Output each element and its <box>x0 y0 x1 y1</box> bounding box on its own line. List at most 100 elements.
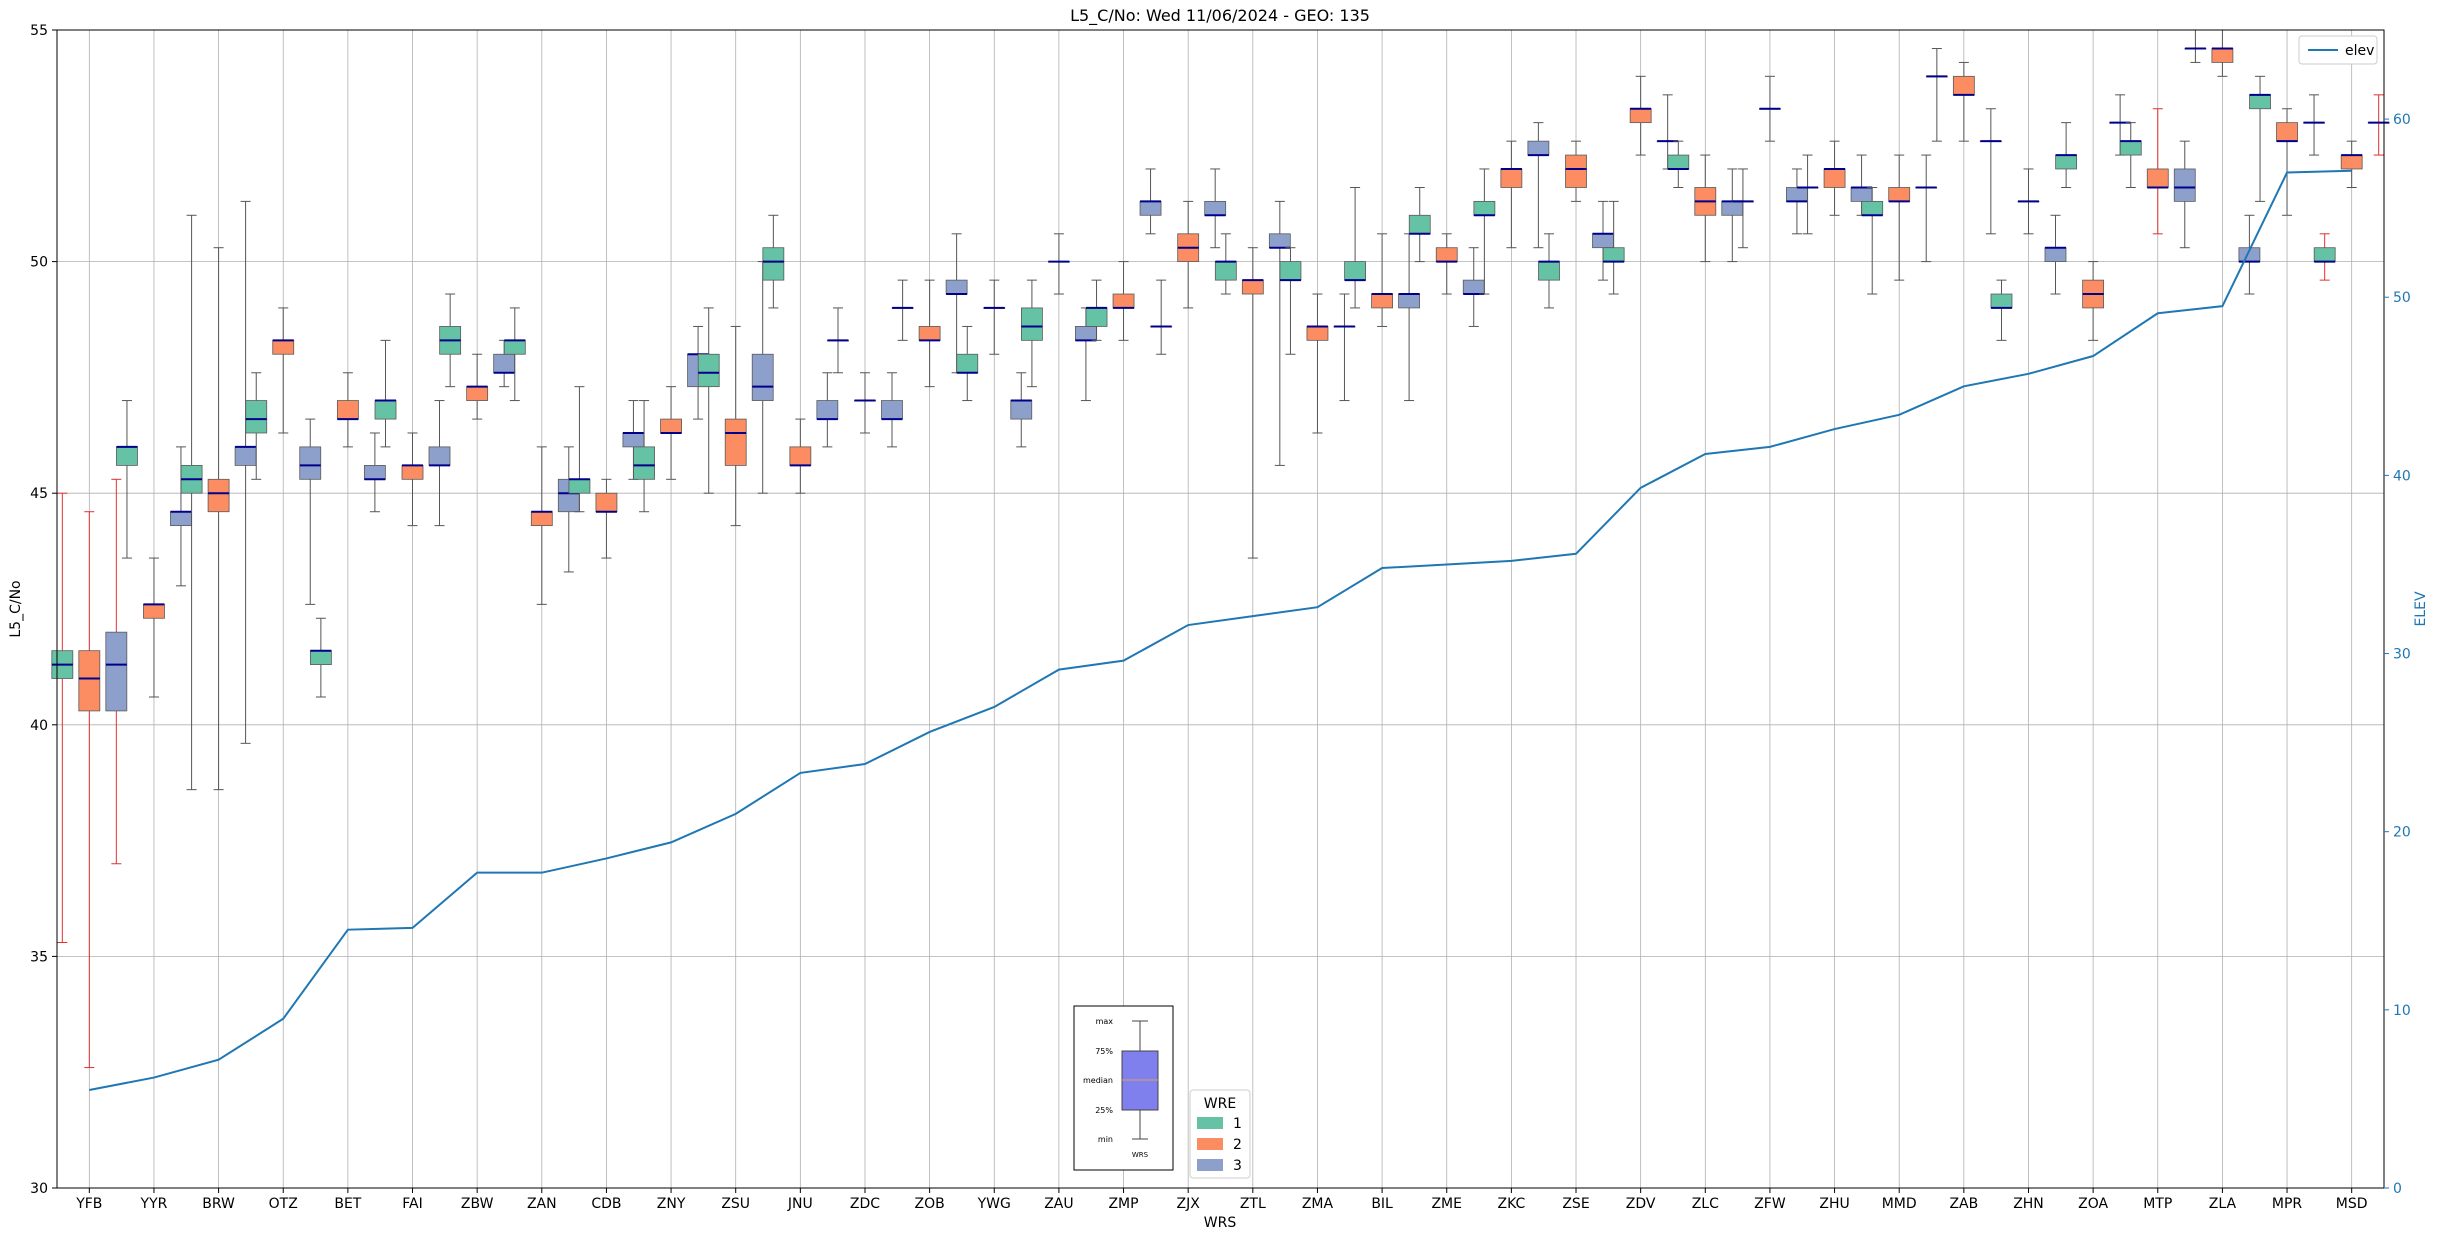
x-tick-label: ZAU <box>1044 1196 1073 1212</box>
x-tick-label: FAI <box>402 1196 422 1212</box>
iqr-box <box>1269 234 1290 248</box>
iqr-box <box>170 512 191 526</box>
iqr-box <box>1140 201 1161 215</box>
x-tick-label: ZDV <box>1626 1196 1656 1212</box>
wre-legend-swatch-3 <box>1197 1159 1223 1171</box>
iqr-box <box>1345 262 1366 281</box>
iqr-box <box>1889 187 1910 201</box>
iqr-box <box>1593 234 1614 248</box>
iqr-box <box>143 604 164 618</box>
iqr-box <box>1075 326 1096 340</box>
y2-tick-label: 20 <box>2393 825 2411 841</box>
iqr-box <box>698 354 719 386</box>
wre-legend-swatch-2 <box>1197 1138 1223 1150</box>
x-tick-label: ZOA <box>2078 1196 2108 1212</box>
iqr-box <box>79 651 100 711</box>
x-tick-label: ZTL <box>1240 1196 1266 1212</box>
wre-legend-label-3: 3 <box>1233 1158 1242 1174</box>
iqr-box <box>1786 187 1807 201</box>
y2-tick-label: 10 <box>2393 1003 2411 1019</box>
iqr-box <box>337 401 358 420</box>
y2-tick-label: 60 <box>2393 112 2411 128</box>
iqr-box <box>634 447 655 479</box>
iqr-box <box>494 354 515 373</box>
iqr-box <box>1722 201 1743 215</box>
iqr-box <box>246 401 267 433</box>
wre-legend-label-2: 2 <box>1233 1137 1242 1153</box>
x-axis-label: WRS <box>1204 1215 1237 1231</box>
wre-legend-swatch-1 <box>1197 1117 1223 1129</box>
x-tick-label: MSD <box>2336 1196 2368 1212</box>
x-tick-label: YFB <box>75 1196 102 1212</box>
x-tick-label: ZLC <box>1692 1196 1719 1212</box>
iqr-box <box>2250 95 2271 109</box>
x-tick-label: BIL <box>1371 1196 1393 1212</box>
iqr-box <box>596 493 617 512</box>
iqr-box <box>817 401 838 420</box>
iqr-box <box>429 447 450 466</box>
y-tick-label: 55 <box>30 23 48 39</box>
iqr-box <box>1991 294 2012 308</box>
x-tick-label: ZDC <box>850 1196 880 1212</box>
iqr-box <box>1501 169 1522 188</box>
iqr-box <box>790 447 811 466</box>
iqr-box <box>1399 294 1420 308</box>
x-tick-label: ZMP <box>1108 1196 1138 1212</box>
iqr-box <box>1409 215 1430 234</box>
box-key-xlabel: WRS <box>1132 1151 1149 1159</box>
iqr-box <box>1824 169 1845 188</box>
x-tick-label: ZAN <box>527 1196 557 1212</box>
iqr-box <box>1021 308 1042 340</box>
x-tick-label: ZHN <box>2013 1196 2044 1212</box>
wre-legend-title: WRE <box>1204 1096 1236 1112</box>
x-tick-label: YWG <box>977 1196 1011 1212</box>
iqr-box <box>1474 201 1495 215</box>
iqr-box <box>116 447 137 466</box>
x-tick-label: ZKC <box>1497 1196 1525 1212</box>
iqr-box <box>1307 326 1328 340</box>
x-tick-label: ZNY <box>657 1196 686 1212</box>
iqr-box <box>623 433 644 447</box>
y2-tick-label: 50 <box>2393 290 2411 306</box>
x-tick-label: ZSU <box>721 1196 750 1212</box>
iqr-box <box>2147 169 2168 188</box>
iqr-box <box>661 419 682 433</box>
x-tick-label: MMD <box>1882 1196 1917 1212</box>
iqr-box <box>725 419 746 465</box>
iqr-box <box>402 465 423 479</box>
iqr-box <box>1372 294 1393 308</box>
iqr-box <box>106 632 127 711</box>
iqr-box <box>1668 155 1689 169</box>
x-tick-label: MPR <box>2272 1196 2303 1212</box>
y2-tick-label: 30 <box>2393 647 2411 663</box>
x-tick-label: BET <box>334 1196 361 1212</box>
iqr-box <box>1280 262 1301 281</box>
iqr-box <box>1436 248 1457 262</box>
x-tick-label: MTP <box>2143 1196 2172 1212</box>
x-tick-label: ZME <box>1431 1196 1462 1212</box>
x-tick-label: ZBW <box>461 1196 494 1212</box>
iqr-box <box>2212 49 2233 63</box>
iqr-box <box>946 280 967 294</box>
iqr-box <box>1205 201 1226 215</box>
iqr-box <box>2056 155 2077 169</box>
iqr-box <box>2314 248 2335 262</box>
x-tick-label: YYR <box>140 1196 168 1212</box>
iqr-box <box>763 248 784 280</box>
iqr-box <box>2341 155 2362 169</box>
iqr-box <box>1630 109 1651 123</box>
iqr-box <box>957 354 978 373</box>
y-axis-label: L5_C/No <box>8 580 24 637</box>
iqr-box <box>1242 280 1263 294</box>
x-tick-label: ZOB <box>915 1196 945 1212</box>
iqr-box <box>1953 76 1974 95</box>
x-tick-label: ZFW <box>1754 1196 1786 1212</box>
iqr-box <box>1603 248 1624 262</box>
iqr-box <box>2277 123 2298 142</box>
y2-tick-label: 40 <box>2393 468 2411 484</box>
iqr-box <box>364 465 385 479</box>
y-tick-label: 30 <box>30 1181 48 1197</box>
